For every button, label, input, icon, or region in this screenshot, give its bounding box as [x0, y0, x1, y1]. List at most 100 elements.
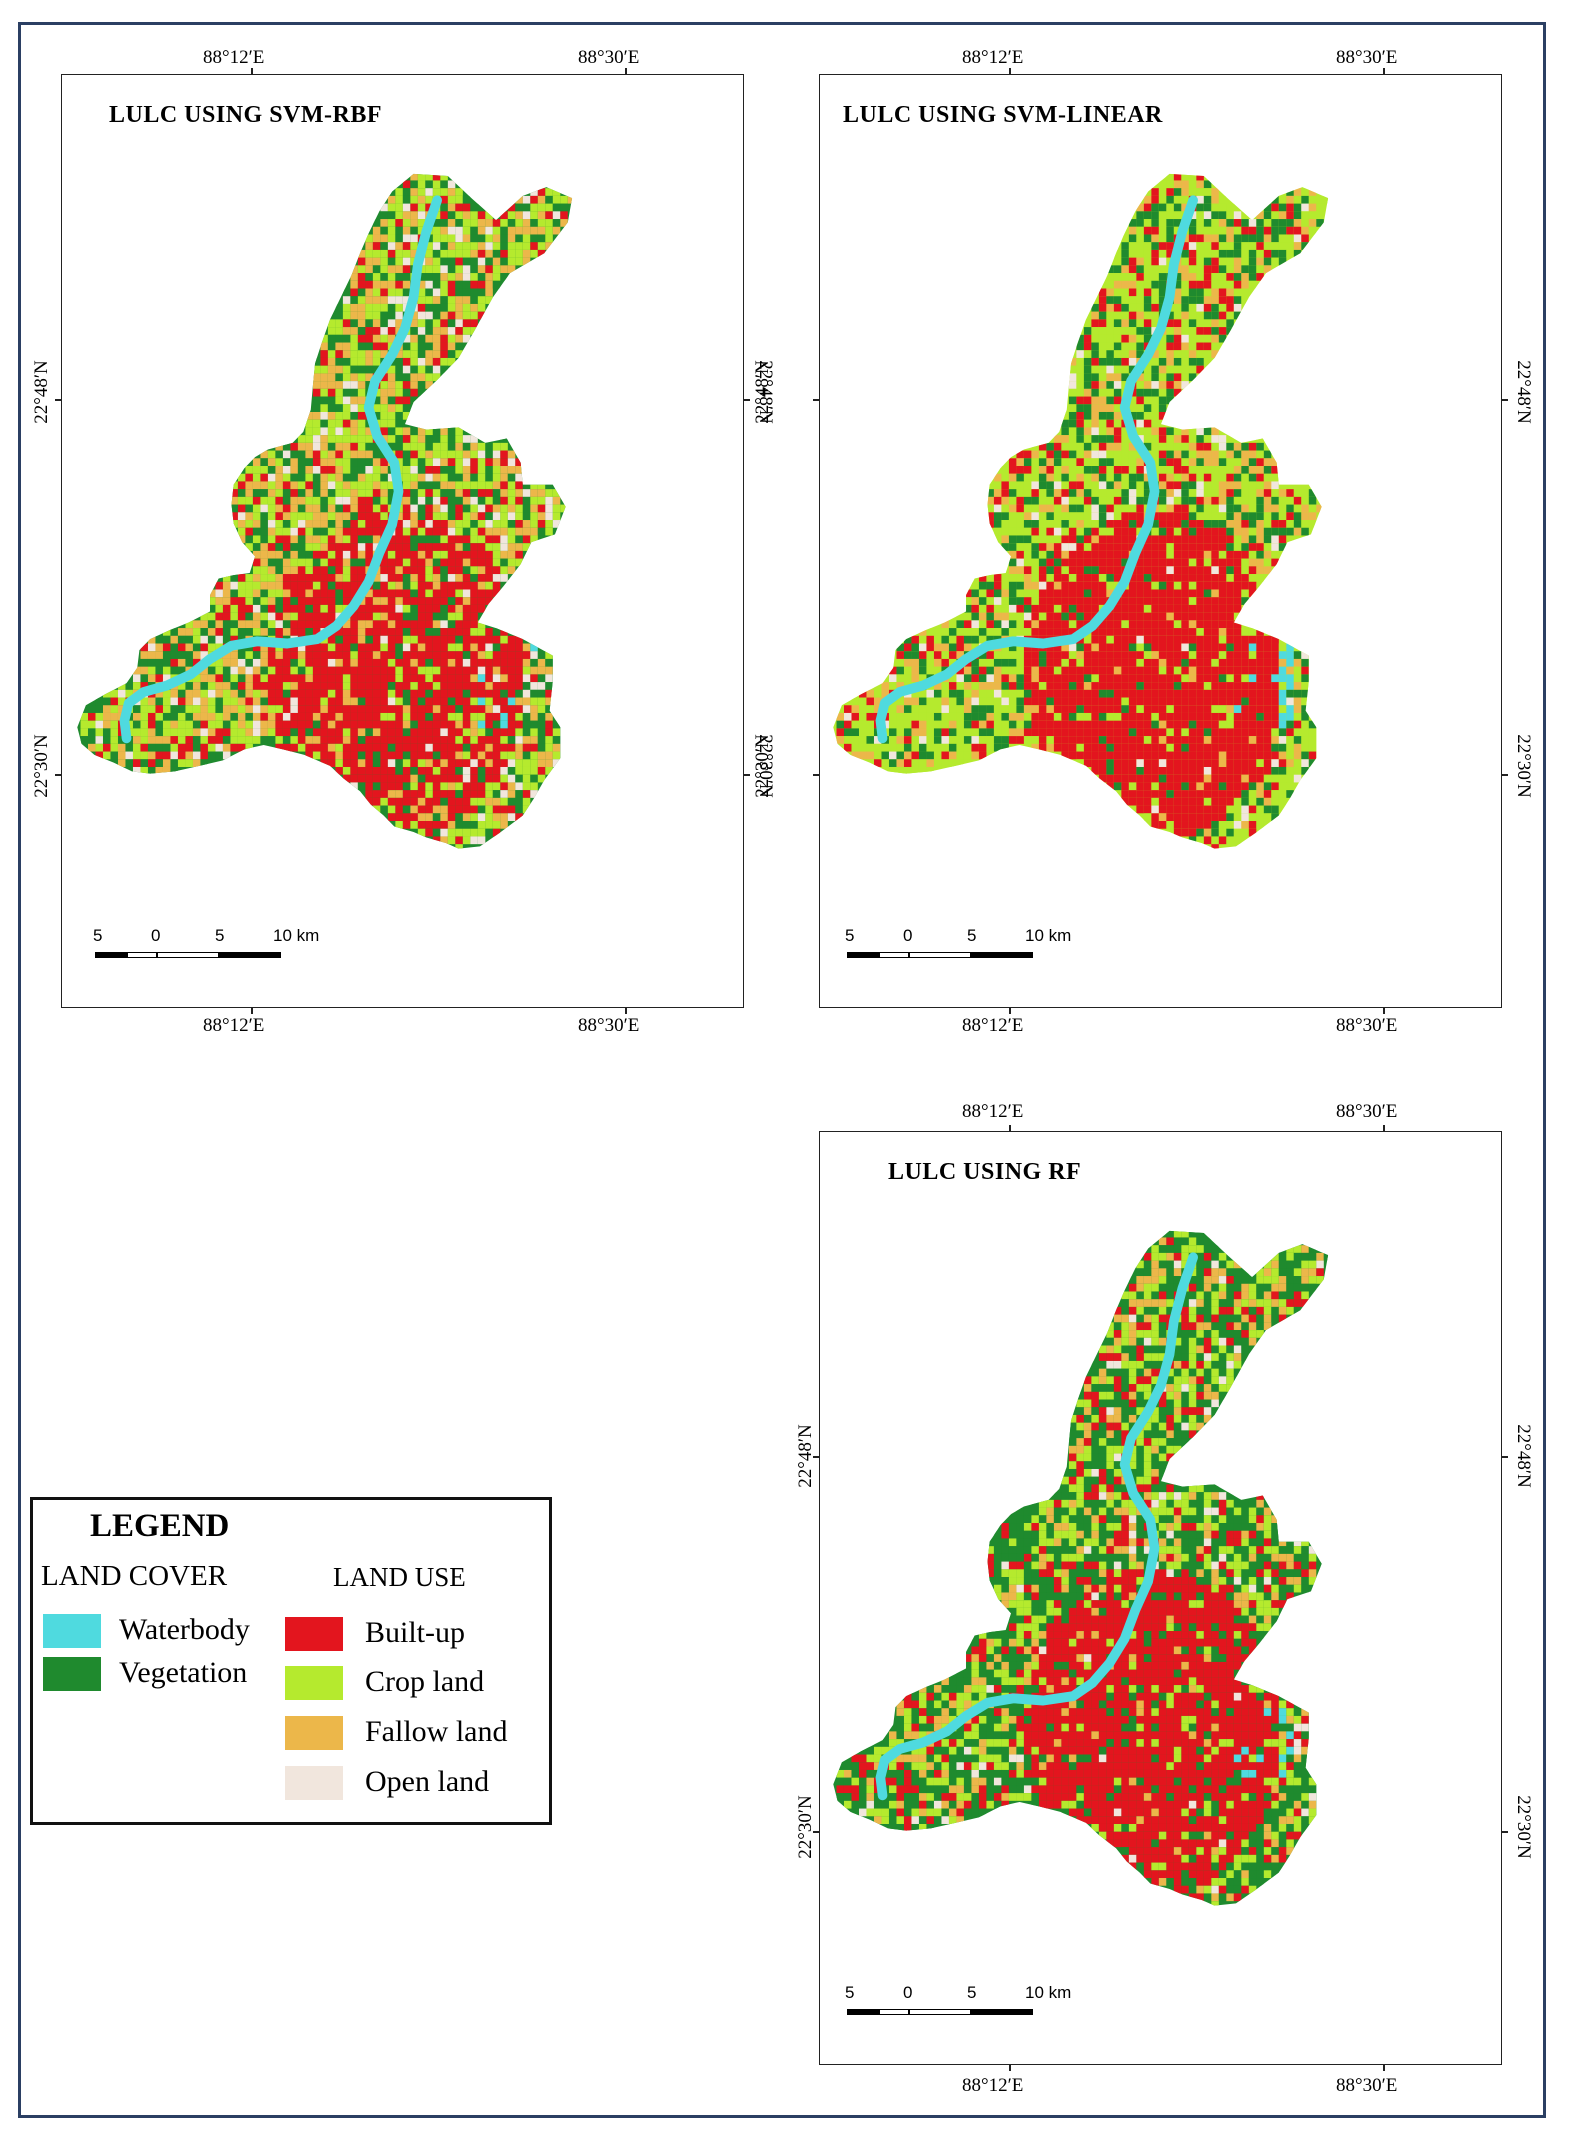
open-land-label: Open land [365, 1765, 490, 1798]
tick-mark [1502, 1456, 1508, 1458]
tick-mark [744, 399, 750, 401]
tick-mark [55, 774, 61, 776]
lon-label-top: 88°30′E [1336, 1101, 1398, 1122]
lon-label-bottom: 88°30′E [1336, 1015, 1398, 1036]
figure-border [18, 22, 1546, 2118]
scale-segment [879, 952, 909, 958]
scale-segment [95, 952, 127, 958]
map-classes [77, 173, 573, 849]
scale-segment [971, 2009, 1033, 2015]
lon-label-top: 88°12′E [962, 47, 1024, 68]
map-panel-svm-linear: LULC USING SVM-LINEAR 5 0 5 10 km [819, 74, 1502, 1008]
scale-label-5-left: 5 [93, 926, 103, 945]
lon-label-bottom: 88°30′E [578, 1015, 640, 1036]
river [875, 1252, 1198, 1801]
fallow-land-swatch [285, 1716, 343, 1750]
lat-label-right: 22°48′N [1513, 360, 1534, 424]
lon-label-top: 88°12′E [962, 1101, 1024, 1122]
map-panel-rf: LULC USING RF 5 0 5 10 km [819, 1131, 1502, 2065]
scale-label-10km: 10 km [273, 926, 320, 945]
lon-label-bottom: 88°12′E [203, 1015, 265, 1036]
tick-mark [744, 774, 750, 776]
land-cover-title: LAND COVER [41, 1560, 228, 1592]
river [119, 195, 442, 744]
tick-mark [813, 1831, 819, 1833]
lulc-map-svm-linear [833, 173, 1329, 849]
tick-mark [813, 774, 819, 776]
open-land-swatch [285, 1766, 343, 1800]
scale-label-10km: 10 km [1025, 1983, 1072, 2002]
tick-mark [1502, 1831, 1508, 1833]
scale-label-0: 0 [151, 926, 161, 945]
crop-land-swatch [285, 1666, 343, 1700]
legend-heading: LEGEND [90, 1508, 230, 1544]
scale-label-5: 5 [967, 1983, 977, 2002]
lon-label-top: 88°30′E [1336, 47, 1398, 68]
scale-label-5-left: 5 [845, 1983, 855, 2002]
scale-label-10km: 10 km [1025, 926, 1072, 945]
lat-label-left: 22°48′N [31, 360, 52, 424]
scale-segment [909, 952, 971, 958]
scale-segment [847, 952, 879, 958]
map-panel-svm-rbf: LULC USING SVM-RBF 5 0 5 10 km [61, 74, 744, 1008]
tick-mark [1383, 1125, 1385, 1131]
tick-mark [813, 399, 819, 401]
lon-label-top: 88°12′E [203, 47, 265, 68]
lat-label-left: 22°30′N [752, 734, 773, 798]
tick-mark [251, 1008, 253, 1014]
waterbody-label: Waterbody [119, 1613, 250, 1646]
lulc-map-svm-rbf [77, 173, 573, 849]
tick-mark [813, 1456, 819, 1458]
tick-mark [1009, 1008, 1011, 1014]
vegetation-swatch [43, 1657, 101, 1691]
land-use-title: LAND USE [333, 1562, 466, 1592]
scale-segment [879, 2009, 909, 2015]
tick-mark [251, 68, 253, 74]
lat-label-left: 22°30′N [31, 734, 52, 798]
lulc-cells [836, 173, 1329, 849]
tick-mark [625, 1008, 627, 1014]
lon-label-bottom: 88°12′E [962, 2075, 1024, 2096]
scale-label-0: 0 [903, 1983, 913, 2002]
lat-label-right: 22°30′N [1513, 734, 1534, 798]
lat-label-right: 22°30′N [1513, 1795, 1534, 1859]
tick-mark [1383, 2065, 1385, 2071]
panel-title: LULC USING SVM-RBF [109, 102, 383, 128]
scale-label-0: 0 [903, 926, 913, 945]
lulc-cells [80, 173, 573, 849]
lulc-cells [836, 1230, 1329, 1906]
tick-mark [1502, 774, 1508, 776]
lat-label-left: 22°48′N [752, 360, 773, 424]
panel-title: LULC USING RF [888, 1159, 1082, 1185]
scale-segment [847, 2009, 879, 2015]
tick-mark [1383, 68, 1385, 74]
map-classes [833, 1230, 1329, 1906]
tick-mark [55, 399, 61, 401]
tick-mark [1502, 399, 1508, 401]
lon-label-bottom: 88°30′E [1336, 2075, 1398, 2096]
tick-mark [1009, 1125, 1011, 1131]
scale-segment [219, 952, 281, 958]
legend: LEGEND LAND COVER LAND USE Waterbody Veg… [30, 1497, 552, 1825]
waterbody-swatch [43, 1614, 101, 1648]
scale-label-5: 5 [967, 926, 977, 945]
crop-land-label: Crop land [365, 1665, 485, 1698]
scale-label-5-left: 5 [845, 926, 855, 945]
lon-label-bottom: 88°12′E [962, 1015, 1024, 1036]
built-up-label: Built-up [365, 1616, 466, 1649]
scale-segment [157, 952, 219, 958]
river [875, 195, 1198, 744]
built-up-swatch [285, 1617, 343, 1651]
fallow-land-label: Fallow land [365, 1715, 508, 1748]
lon-label-top: 88°30′E [578, 47, 640, 68]
scale-segment [909, 2009, 971, 2015]
map-classes [833, 173, 1329, 849]
scale-segment [127, 952, 157, 958]
panel-title: LULC USING SVM-LINEAR [843, 102, 1163, 128]
tick-mark [1009, 68, 1011, 74]
lat-label-right: 22°48′N [1513, 1424, 1534, 1488]
tick-mark [625, 68, 627, 74]
lat-label-left: 22°30′N [795, 1795, 816, 1859]
lulc-map-rf [833, 1230, 1329, 1906]
vegetation-label: Vegetation [119, 1656, 248, 1689]
